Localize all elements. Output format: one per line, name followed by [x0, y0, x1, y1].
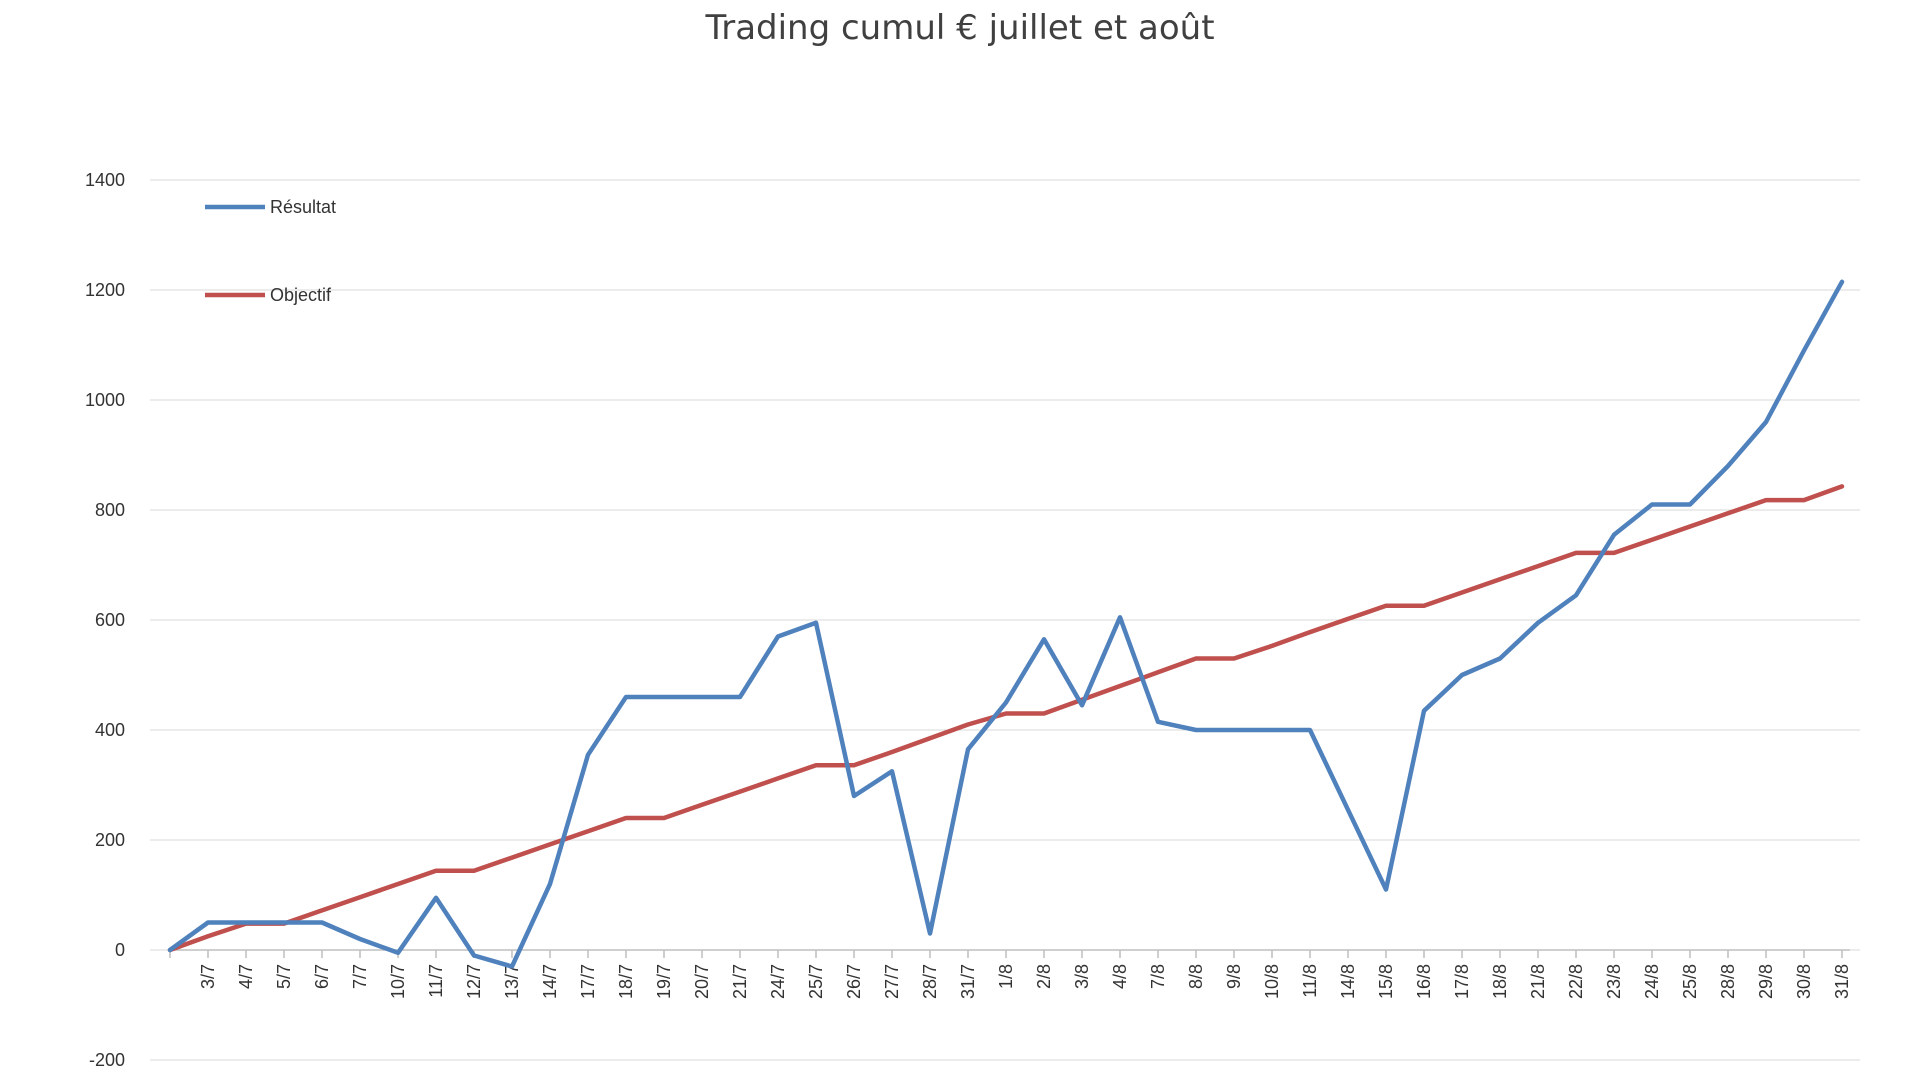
x-axis: 3/7 4/7 5/7 6/7 7/7 10/7 11/7 12/7 13/7 14/7 17/7 1…	[169, 949, 1852, 999]
x-tick-label: 14/8	[1338, 964, 1358, 999]
y-tick-label: 600	[95, 610, 125, 630]
x-tick-label: 26/7	[844, 964, 864, 999]
x-tick-label: 3/8	[1072, 964, 1092, 989]
series-line-objectif	[167, 484, 1845, 953]
x-tick-label: 17/7	[578, 964, 598, 999]
x-tick-label: 1/8	[996, 964, 1016, 989]
x-tick-label: 8/8	[1186, 964, 1206, 989]
x-tick-label: 4/7	[236, 964, 256, 989]
y-axis-ticks: -200 0 200 400 600 800 1000 1200 1400	[85, 170, 125, 1070]
x-tick-label: 30/8	[1794, 964, 1814, 999]
x-tick-label: 16/8	[1414, 964, 1434, 999]
x-tick-label: 24/7	[768, 964, 788, 999]
chart-title: Trading cumul € juillet et août	[705, 8, 1215, 48]
gridlines	[150, 179, 1860, 1061]
y-tick-label: 200	[95, 830, 125, 850]
x-tick-label: 19/7	[654, 964, 674, 999]
y-tick-label: 1200	[85, 280, 125, 300]
x-tick-label: 18/8	[1490, 964, 1510, 999]
y-tick-label: 1000	[85, 390, 125, 410]
x-tick-label: 25/7	[806, 964, 826, 999]
x-tick-label: 10/7	[388, 964, 408, 999]
x-tick-label: 5/7	[274, 964, 294, 989]
x-tick-label: 22/8	[1566, 964, 1586, 999]
x-tick-label: 12/7	[464, 964, 484, 999]
y-tick-label: -200	[89, 1050, 125, 1070]
y-tick-label: 0	[115, 940, 125, 960]
x-tick-label: 29/8	[1756, 964, 1776, 999]
x-tick-label: 14/7	[540, 964, 560, 999]
legend-label: Résultat	[270, 197, 336, 217]
x-tick-label: 3/7	[198, 964, 218, 989]
x-tick-label: 13/7	[502, 964, 522, 999]
x-tick-label: 31/8	[1832, 964, 1852, 999]
x-tick-label: 28/7	[920, 964, 940, 999]
x-tick-label: 24/8	[1642, 964, 1662, 999]
x-tick-label: 7/8	[1148, 964, 1168, 989]
x-tick-label: 11/7	[426, 964, 446, 998]
x-tick-label: 18/7	[616, 964, 636, 999]
x-tick-label: 23/8	[1604, 964, 1624, 999]
series-lines	[167, 279, 1845, 969]
x-tick-label: 11/8	[1300, 964, 1320, 998]
x-tick-label: 2/8	[1034, 964, 1054, 989]
series-line-résultat	[167, 279, 1845, 969]
y-tick-label: 1400	[85, 170, 125, 190]
legend-label: Objectif	[270, 285, 332, 305]
x-tick-label: 4/8	[1110, 964, 1130, 989]
x-tick-label: 10/8	[1262, 964, 1282, 999]
y-tick-label: 800	[95, 500, 125, 520]
x-tick-label: 9/8	[1224, 964, 1244, 989]
x-tick-label: 27/7	[882, 964, 902, 999]
x-tick-label: 7/7	[350, 964, 370, 989]
x-tick-label: 21/7	[730, 964, 750, 999]
x-tick-label: 31/7	[958, 964, 978, 999]
x-tick-label: 20/7	[692, 964, 712, 999]
x-tick-label: 25/8	[1680, 964, 1700, 999]
x-tick-label: 17/8	[1452, 964, 1472, 999]
x-tick-label: 15/8	[1376, 964, 1396, 999]
legend: Résultat Objectif	[205, 197, 336, 305]
x-tick-label: 21/8	[1528, 964, 1548, 999]
y-tick-label: 400	[95, 720, 125, 740]
x-tick-label: 28/8	[1718, 964, 1738, 999]
x-tick-label: 6/7	[312, 964, 332, 989]
